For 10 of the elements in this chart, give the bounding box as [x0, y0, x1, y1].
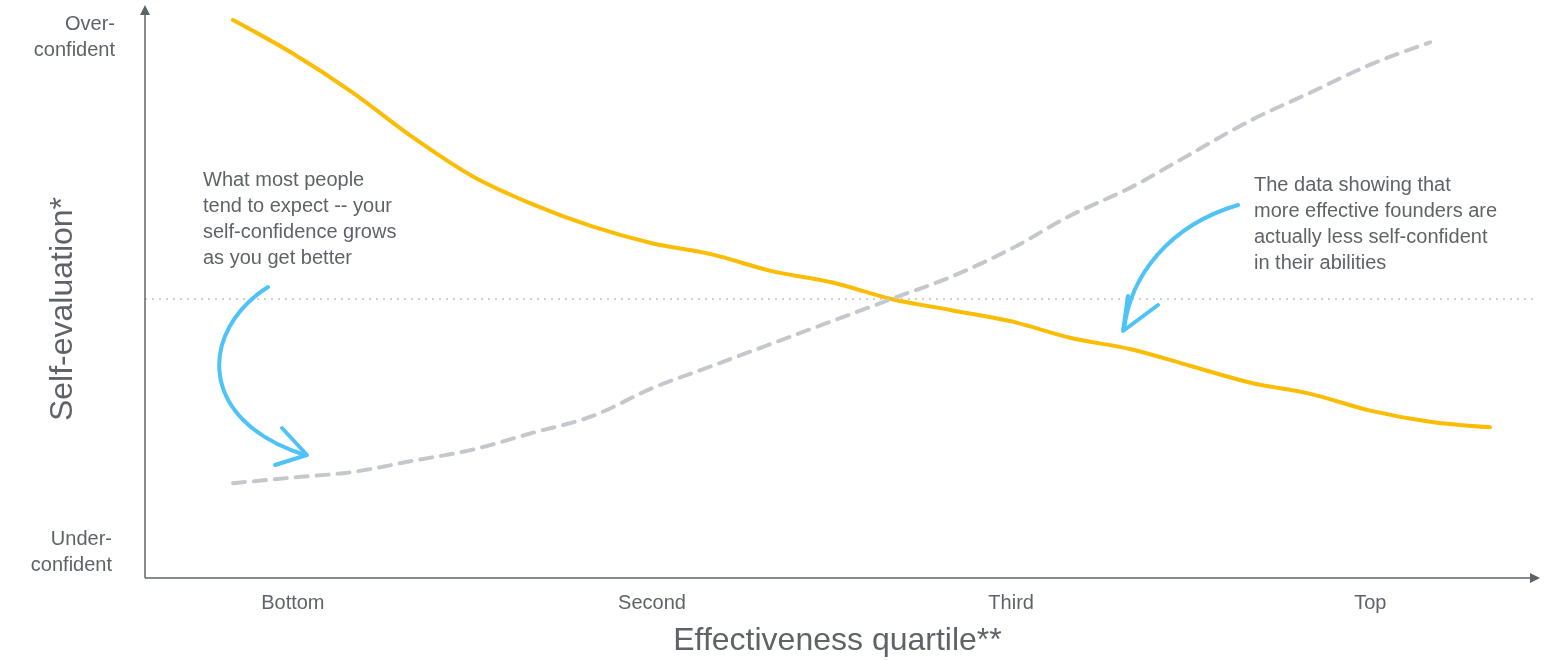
annotation: The data showing that more effective founders are actually less self-confident in their abilities: [1254, 173, 1498, 273]
x-tick-label: Second: [618, 591, 686, 613]
x-tick-label: Bottom: [261, 591, 325, 613]
y-axis-title: Self-evaluation*: [43, 196, 79, 422]
annotation: What most people tend to expect -- your self-confidence grows as you get better: [203, 168, 397, 268]
text: Under- confident: [30, 527, 113, 575]
x-axis-title: Effectiveness quartile**: [673, 621, 1002, 657]
x-tick-label: Third: [988, 591, 1034, 613]
text: Over- confident: [33, 12, 116, 60]
x-tick-label: Top: [1354, 591, 1387, 613]
